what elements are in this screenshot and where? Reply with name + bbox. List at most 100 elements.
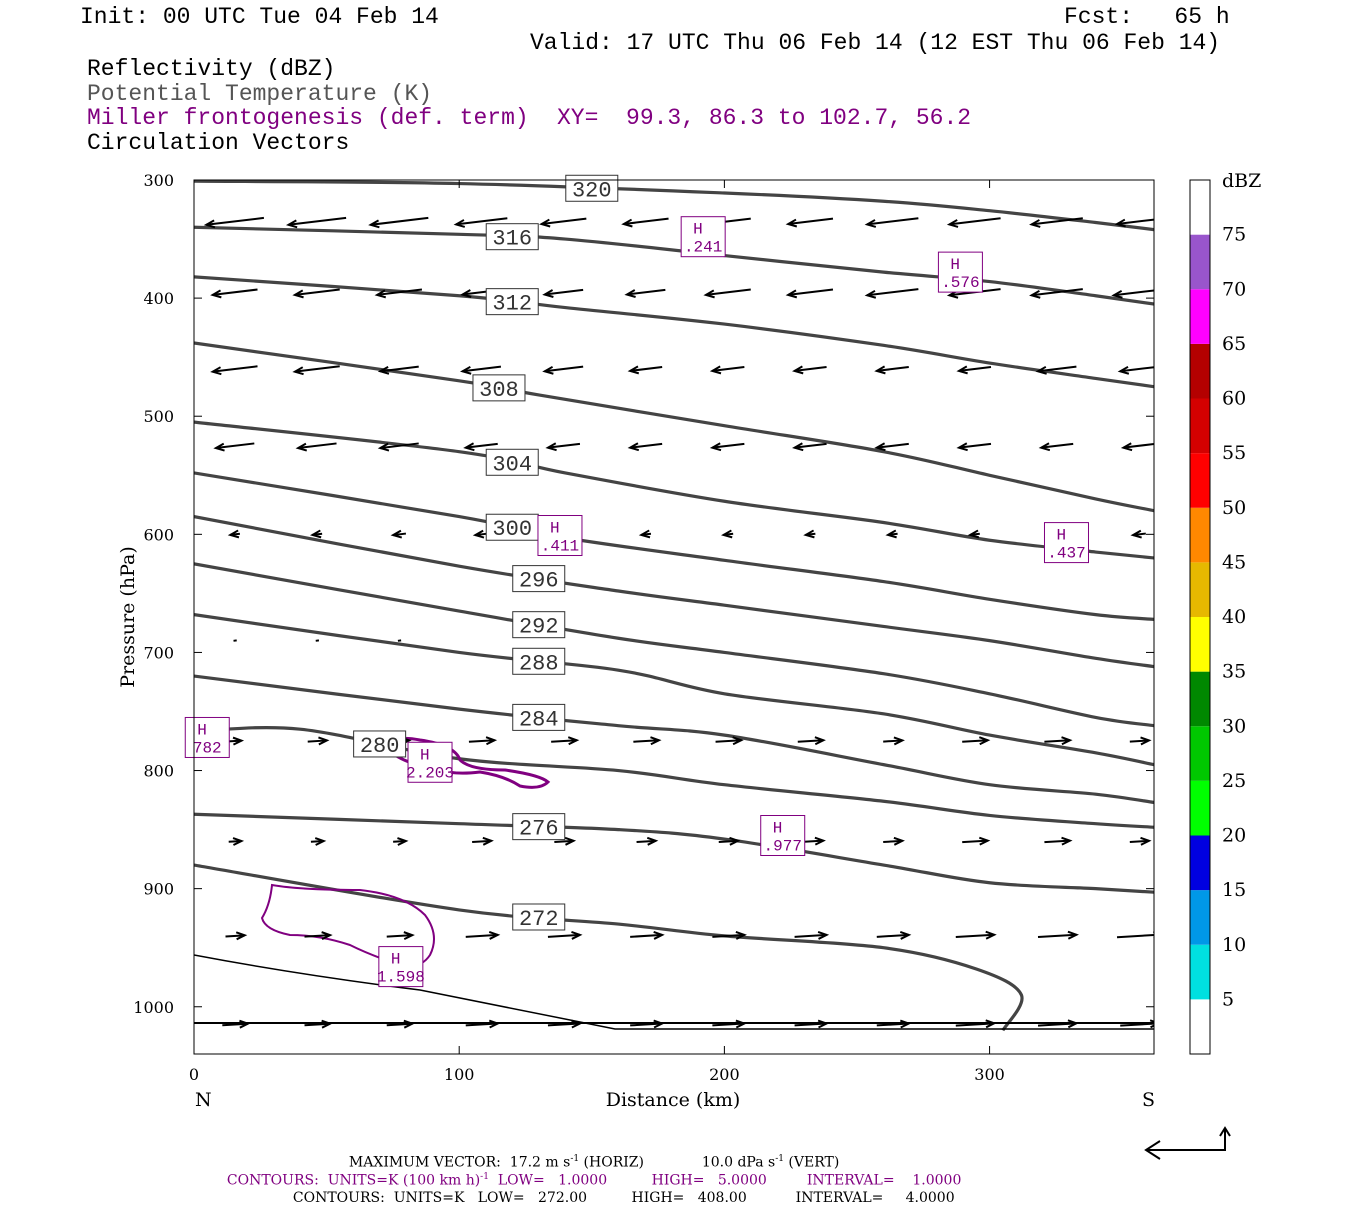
vector-shaft — [289, 218, 347, 225]
circulation-vectors — [206, 218, 1165, 1028]
vector-arrow — [469, 737, 495, 744]
vector-arrow — [463, 367, 501, 374]
vector-arrow — [206, 218, 264, 227]
fronto-max-value: 782 — [193, 739, 222, 757]
fronto-max-.437: H.437 — [1044, 523, 1088, 563]
vector-arrow — [788, 290, 833, 298]
fronto-max-letter: H — [693, 221, 703, 239]
theta-contour-280 — [194, 728, 1154, 828]
vector-arrow — [949, 218, 1000, 227]
vector-shaft — [867, 289, 918, 295]
theta-contour-info: CONTOURS: UNITS=K LOW= 272.00 HIGH= 408.… — [284, 1177, 955, 1205]
vector-arrow — [959, 366, 991, 373]
vector-arrow — [308, 737, 327, 744]
vector-arrow — [712, 443, 744, 450]
vector-shaft — [206, 218, 264, 225]
colorbar-tick-label: 45 — [1222, 551, 1246, 573]
colorbar-tick-label: 65 — [1222, 333, 1246, 355]
colorbar-tick-label: 55 — [1222, 442, 1246, 464]
fronto-max-value: .241 — [684, 239, 722, 257]
vector-arrow — [289, 218, 347, 227]
vector-arrow — [1130, 737, 1149, 744]
vector-arrow — [1038, 932, 1076, 939]
theta-label-text: 272 — [519, 907, 559, 932]
y-tick-label: 900 — [143, 880, 174, 899]
vector-arrow — [877, 443, 909, 450]
vector-arrow — [627, 290, 665, 297]
theta-contour-288 — [194, 615, 1154, 765]
theta-label-text: 296 — [519, 569, 559, 594]
theta-label-308: 308 — [473, 375, 525, 403]
vector-arrow — [795, 443, 827, 450]
colorbar-tick-label: 70 — [1222, 278, 1246, 300]
vector-arrow — [630, 932, 662, 939]
y-axis-label: Pressure (hPa) — [117, 546, 139, 688]
colorbar-tick-label: 20 — [1222, 825, 1246, 847]
vector-arrow — [1117, 219, 1162, 227]
theta-label-288: 288 — [513, 648, 565, 676]
vector-shaft — [1117, 935, 1162, 938]
theta-label-text: 320 — [572, 178, 612, 203]
fronto-max-value: .437 — [1047, 545, 1085, 563]
vector-arrow — [877, 932, 909, 939]
fronto-max-.977: H.977 — [761, 816, 805, 856]
fronto-max-letter: H — [197, 721, 207, 739]
colorbar-segment — [1190, 836, 1210, 891]
theta-label-text: 304 — [492, 452, 532, 477]
x-axis-label: Distance (km) — [606, 1089, 741, 1111]
vector-arrow — [798, 737, 824, 744]
fronto-max-letter: H — [391, 951, 401, 969]
fronto-max-value: 2.203 — [406, 764, 454, 782]
theta-contour-312 — [194, 277, 1154, 387]
colorbar-segment — [1190, 890, 1210, 945]
y-tick-label: 600 — [143, 525, 174, 544]
fronto-max-letter: H — [773, 820, 783, 838]
fronto-max-.241: H.241 — [681, 217, 725, 257]
x-tick-label: 200 — [709, 1065, 740, 1084]
vector-arrow — [542, 219, 587, 227]
colorbar-segment — [1190, 672, 1210, 727]
vector-arrow — [371, 218, 429, 227]
fronto-max-value: .977 — [764, 838, 802, 856]
vector-arrow — [216, 443, 254, 450]
vector-arrow — [716, 737, 742, 744]
theta-contours — [194, 181, 1154, 1030]
theta-label-text: 280 — [360, 734, 400, 759]
theta-label-text: 288 — [519, 651, 559, 676]
y-tick-label: 800 — [143, 762, 174, 781]
vector-arrow — [393, 531, 406, 538]
colorbar-segment — [1190, 726, 1210, 781]
vector-arrow — [213, 290, 258, 298]
vector-arrow — [1133, 531, 1146, 538]
colorbar-tick-label: 10 — [1222, 934, 1246, 956]
fronto-max-.411: H.411 — [538, 516, 582, 556]
vector-arrow — [295, 290, 340, 298]
fronto-max-2.203: H2.203 — [406, 742, 454, 782]
colorbar-segment — [1190, 289, 1210, 344]
theta-label-316: 316 — [486, 224, 538, 252]
vector-arrow — [222, 1021, 248, 1028]
vector-arrow — [970, 530, 980, 537]
vector-arrow — [795, 366, 827, 373]
vector-arrow — [545, 367, 583, 374]
vector-arrow — [962, 838, 988, 845]
vector-arrow — [311, 838, 324, 845]
fronto-max-value: 1.598 — [377, 969, 425, 987]
vector-arrow — [466, 932, 498, 939]
theta-label-text: 284 — [519, 707, 559, 732]
vector-arrow — [551, 737, 577, 744]
theta-label-320: 320 — [566, 175, 618, 203]
vector-shaft — [949, 218, 1000, 224]
vector-arrow — [1041, 443, 1073, 450]
vector-arrow — [393, 838, 406, 845]
vector-arrow — [633, 737, 659, 744]
vector-arrow — [630, 443, 662, 450]
theta-contour-316 — [194, 227, 1154, 304]
vector-arrow — [637, 838, 656, 845]
colorbar-tick-label: 30 — [1222, 715, 1246, 737]
fronto-max-.576: H.576 — [938, 252, 982, 292]
vector-arrow — [795, 932, 827, 939]
theta-label-284: 284 — [513, 704, 565, 732]
vector-arrow — [630, 1021, 662, 1028]
